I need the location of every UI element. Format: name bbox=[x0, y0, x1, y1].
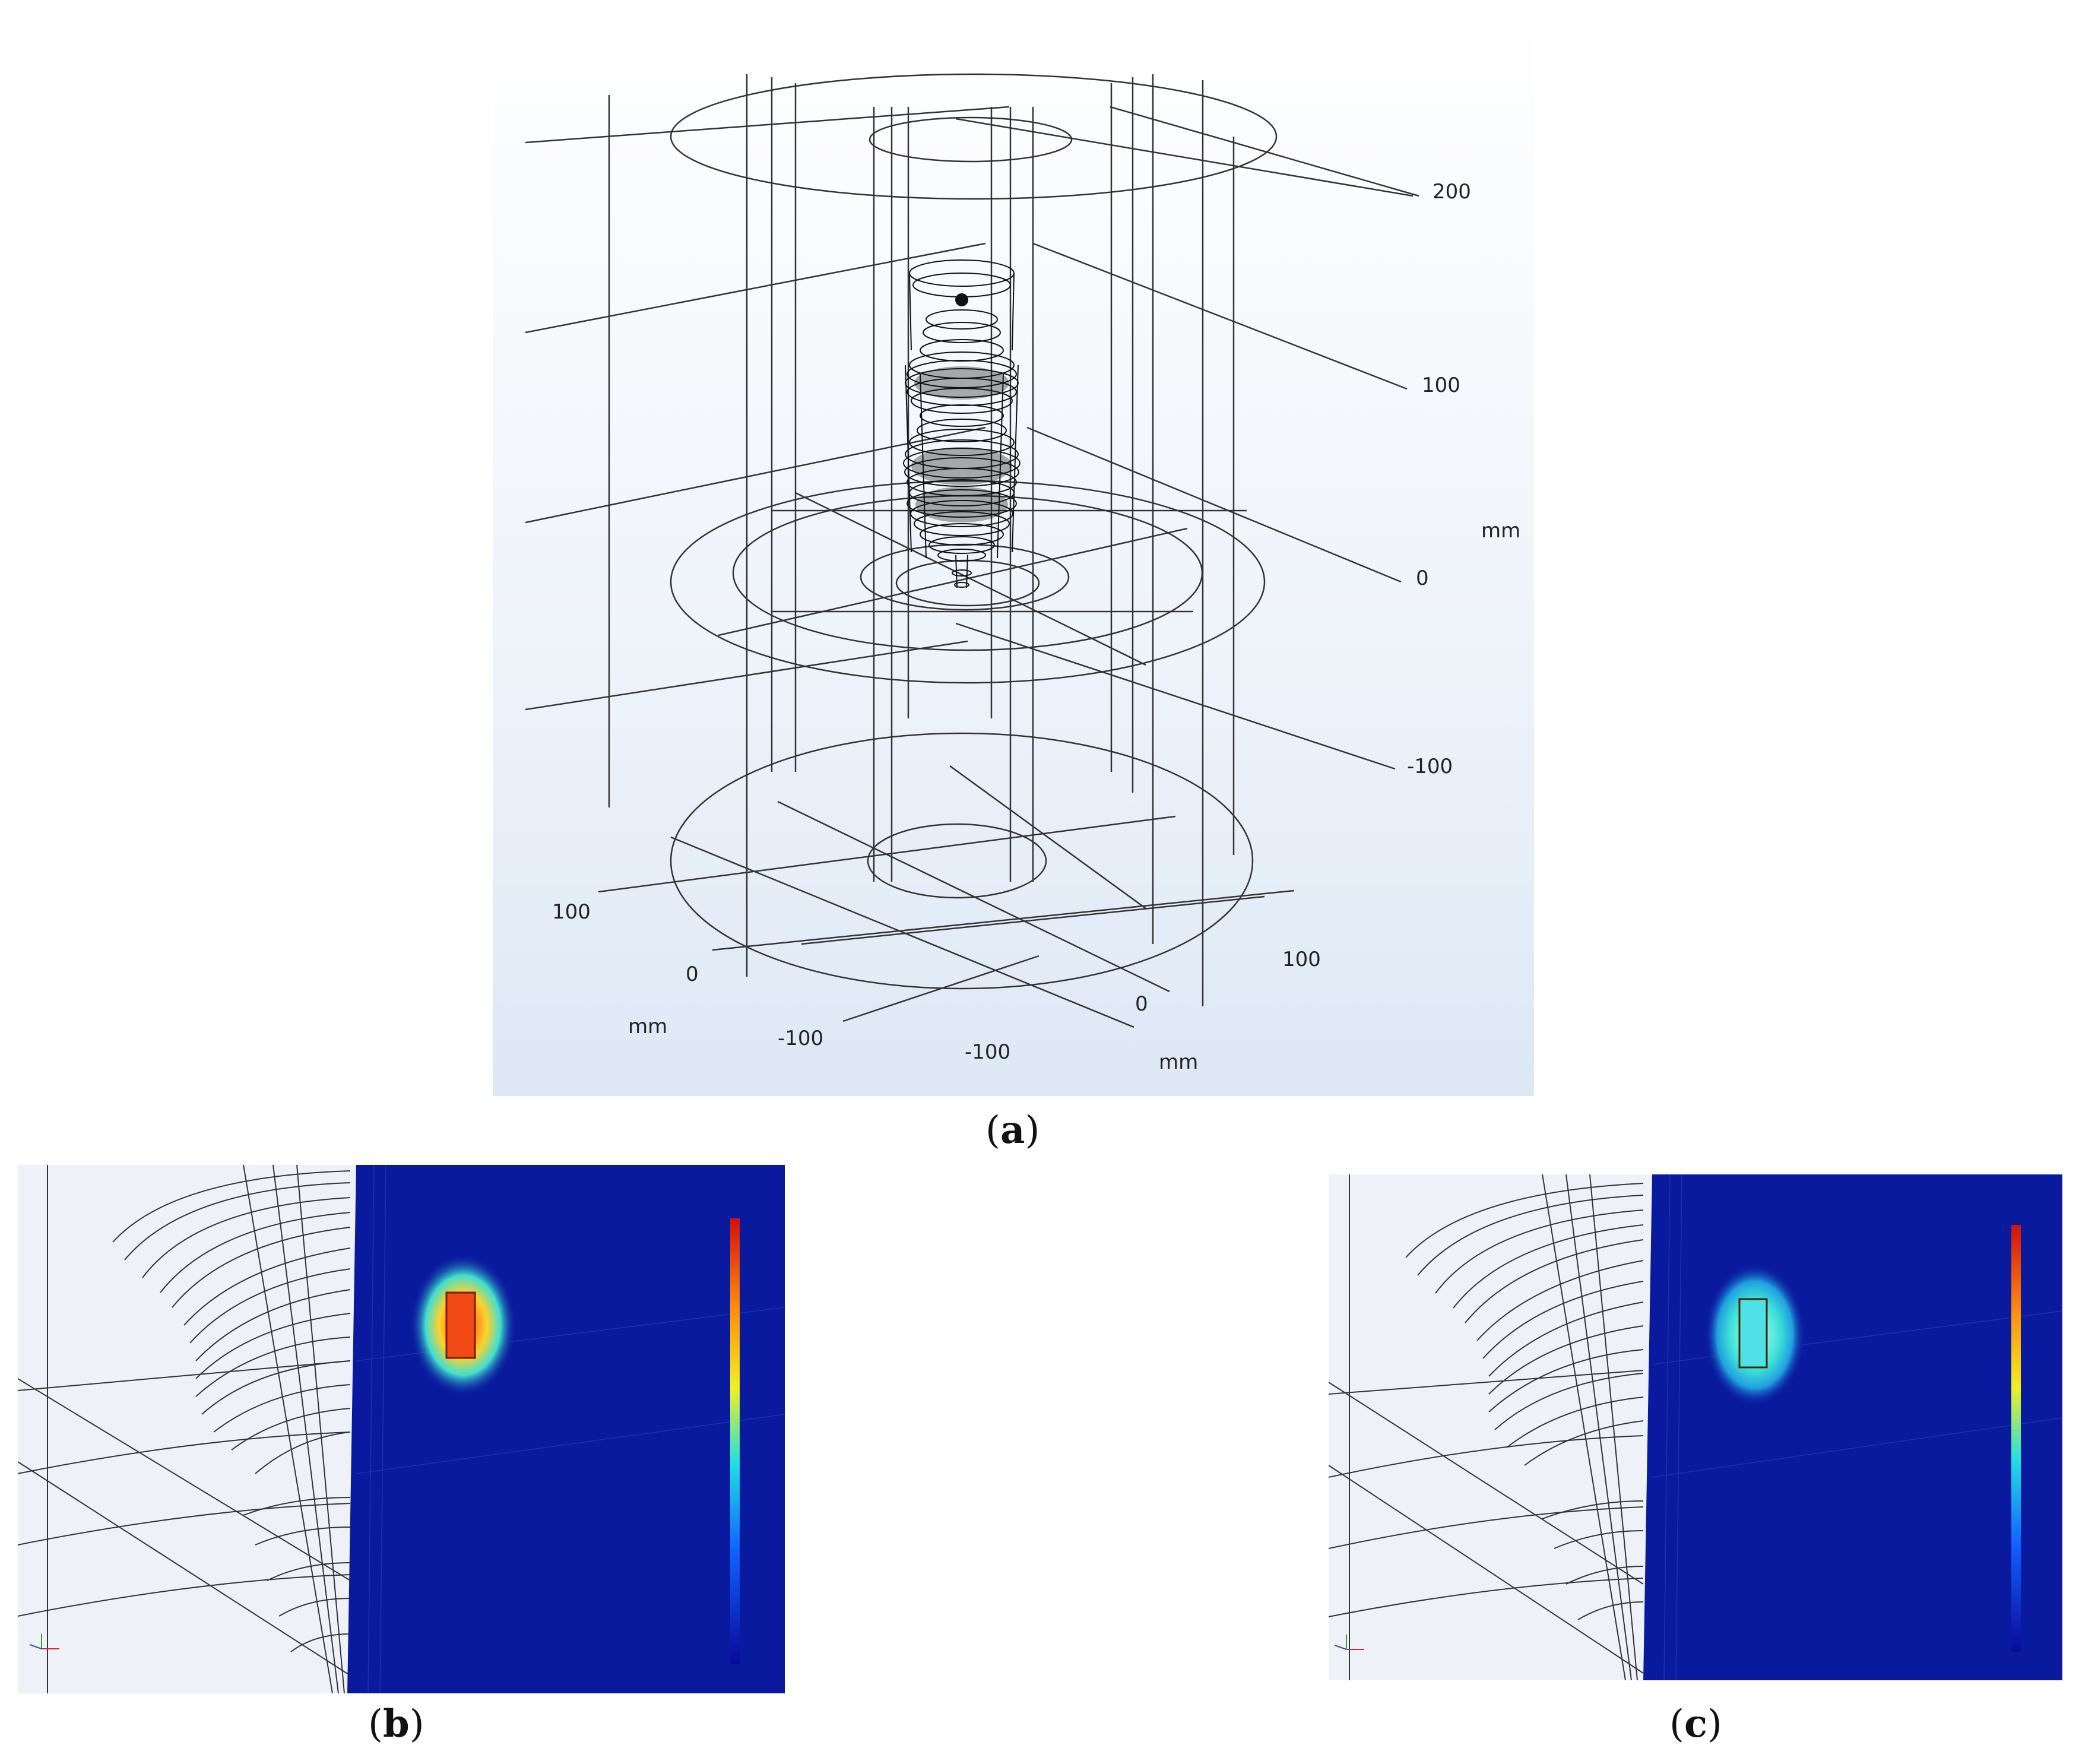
caption-a: (a) bbox=[985, 1108, 1040, 1152]
y-tick-0: 0 bbox=[1135, 992, 1148, 1016]
wire-arcs-c bbox=[1329, 1174, 1644, 1680]
caption-b: (b) bbox=[368, 1702, 424, 1746]
z-axis-unit: mm bbox=[1481, 519, 1520, 543]
bottom-inner-ellipse bbox=[867, 823, 1047, 899]
z-tick-0: 0 bbox=[1416, 566, 1429, 590]
axis-triad-b bbox=[29, 1634, 59, 1649]
field-plot-b bbox=[18, 1165, 785, 1693]
top-outer-ellipse bbox=[670, 73, 1278, 200]
x-tick-0: 0 bbox=[686, 962, 699, 986]
field-region-b bbox=[347, 1165, 785, 1693]
central-sleeve-structure bbox=[903, 259, 1021, 588]
z-tick-200: 200 bbox=[1433, 180, 1471, 204]
x-tick-minus100: -100 bbox=[778, 1027, 823, 1050]
field-plot-b-canvas bbox=[18, 1165, 785, 1693]
y-tick-100: 100 bbox=[1282, 948, 1321, 971]
color-legend-bar-b bbox=[730, 1218, 740, 1664]
y-axis-unit: mm bbox=[1159, 1050, 1198, 1074]
top-inner-ellipse bbox=[869, 116, 1073, 163]
middle-outer-ellipse bbox=[670, 480, 1266, 684]
wire-arcs-b bbox=[18, 1165, 351, 1693]
z-tick-100: 100 bbox=[1422, 373, 1460, 397]
hotspot-element-b bbox=[445, 1291, 476, 1359]
outer-domain-frame bbox=[525, 73, 1419, 1028]
field-plot-c bbox=[1329, 1174, 2062, 1680]
wireframe-canvas: 200 100 0 -100 mm 100 0 -100 mm 100 0 -1… bbox=[525, 73, 1520, 1074]
x-tick-100: 100 bbox=[552, 900, 591, 924]
wireframe-3d-view: 200 100 0 -100 mm 100 0 -100 mm 100 0 -1… bbox=[493, 18, 1534, 1096]
y-tick-minus100: -100 bbox=[965, 1040, 1010, 1064]
hotspot-element-c bbox=[1738, 1298, 1768, 1369]
bottom-outer-ellipse bbox=[670, 732, 1254, 990]
caption-c: (c) bbox=[1669, 1702, 1722, 1746]
z-tick-minus100: -100 bbox=[1407, 755, 1453, 778]
color-legend-bar-c bbox=[2011, 1225, 2021, 1652]
x-axis-unit: mm bbox=[628, 1015, 667, 1038]
axis-triad-c bbox=[1334, 1635, 1364, 1650]
field-plot-c-canvas bbox=[1329, 1174, 2062, 1680]
